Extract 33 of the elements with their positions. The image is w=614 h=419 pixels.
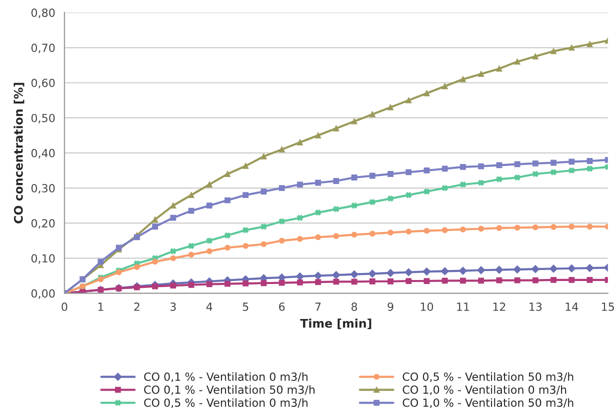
y-tick-label: 0,60 <box>31 78 55 88</box>
x-axis-title: Time [min] <box>300 318 372 330</box>
y-tick-label: 0,30 <box>31 184 55 194</box>
y-axis-title: CO concentration [%] <box>14 82 24 224</box>
y-tick-label: 0,50 <box>31 114 55 124</box>
x-tick-label: 5 <box>242 302 248 311</box>
x-tick-label: 6 <box>279 302 285 311</box>
legend-label: CO 0,1 % - Ventilation 50 m3/h <box>144 385 315 396</box>
x-tick-label: 11 <box>457 302 469 311</box>
x-tick-label: 0 <box>62 302 68 311</box>
x-tick-label: 14 <box>566 302 578 311</box>
x-tick-label: 8 <box>351 302 358 311</box>
y-tick-label: 0,40 <box>31 148 55 158</box>
x-tick-label: 9 <box>388 302 394 311</box>
y-tick-label: 0,70 <box>31 44 55 54</box>
x-tick-label: 13 <box>530 302 542 311</box>
x-tick-label: 10 <box>420 302 434 311</box>
x-tick-label: 15 <box>602 302 614 311</box>
x-tick-label: 12 <box>493 302 506 311</box>
legend-label: CO 0,5 % - Ventilation 0 m3/h <box>144 398 308 408</box>
x-tick-label: 7 <box>315 302 321 311</box>
x-tick-label: 1 <box>98 302 104 311</box>
x-tick-label: 4 <box>206 302 212 311</box>
legend-label: CO 0,1 % - Ventilation 0 m3/h <box>144 372 308 382</box>
y-tick-label: 0,10 <box>31 254 55 264</box>
y-tick-label: 0,80 <box>31 8 55 18</box>
y-tick-label: 0,00 <box>31 289 55 299</box>
legend-label: CO 1,0 % - Ventilation 50 m3/h <box>402 398 574 408</box>
x-tick-label: 2 <box>134 302 140 311</box>
x-tick-label: 3 <box>170 302 176 311</box>
legend-label: CO 1,0 % - Ventilation 0 m3/h <box>402 385 566 396</box>
y-tick-label: 0,20 <box>31 219 55 229</box>
legend-label: CO 0,5 % - Ventilation 50 m3/h <box>402 372 574 382</box>
